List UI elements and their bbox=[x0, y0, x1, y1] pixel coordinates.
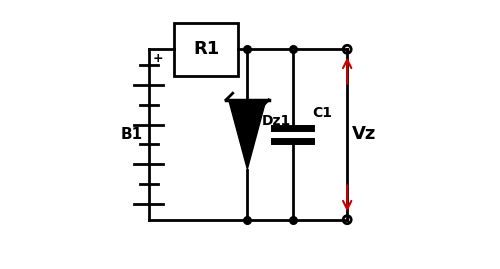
Polygon shape bbox=[228, 100, 266, 169]
FancyBboxPatch shape bbox=[174, 23, 238, 76]
Point bbox=[288, 47, 296, 51]
Point bbox=[244, 47, 252, 51]
Text: R1: R1 bbox=[193, 40, 219, 58]
Text: +: + bbox=[153, 52, 164, 65]
Text: B1: B1 bbox=[120, 127, 142, 142]
Text: Dz1: Dz1 bbox=[262, 114, 291, 128]
Text: Vz: Vz bbox=[352, 126, 376, 143]
Text: C1: C1 bbox=[312, 106, 332, 120]
Point bbox=[244, 218, 252, 222]
Point bbox=[288, 218, 296, 222]
